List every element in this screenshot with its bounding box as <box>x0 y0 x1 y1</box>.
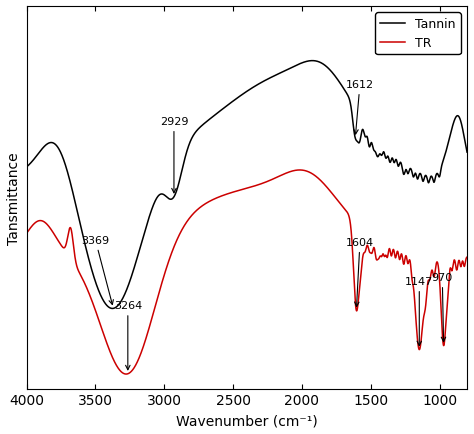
TR <box>284 171 290 176</box>
Text: 1604: 1604 <box>346 237 374 307</box>
TR <box>123 372 129 377</box>
Text: 1147: 1147 <box>405 276 433 346</box>
TR <box>297 168 302 173</box>
Text: 3369: 3369 <box>81 235 113 305</box>
Tannin <box>24 165 29 170</box>
Text: 970: 970 <box>432 273 453 342</box>
Tannin <box>310 59 315 64</box>
TR <box>350 262 356 267</box>
Text: 3264: 3264 <box>114 300 142 370</box>
Tannin <box>464 150 470 155</box>
TR <box>374 258 380 263</box>
Tannin <box>284 68 290 73</box>
Tannin <box>109 306 115 311</box>
Tannin <box>183 152 189 157</box>
TR <box>183 221 189 226</box>
TR <box>304 169 310 174</box>
TR <box>464 255 470 260</box>
X-axis label: Wavenumber (cm⁻¹): Wavenumber (cm⁻¹) <box>176 413 318 427</box>
Legend: Tannin, TR: Tannin, TR <box>375 13 461 55</box>
Y-axis label: Tansmittance: Tansmittance <box>7 151 21 244</box>
Text: 2929: 2929 <box>160 117 188 194</box>
Tannin <box>350 123 356 128</box>
Tannin <box>374 153 380 158</box>
Tannin <box>46 141 52 146</box>
Line: Tannin: Tannin <box>27 62 467 309</box>
Tannin <box>304 59 310 65</box>
Line: TR: TR <box>27 171 467 374</box>
TR <box>46 224 52 229</box>
TR <box>24 231 29 237</box>
Text: 1612: 1612 <box>346 80 374 135</box>
